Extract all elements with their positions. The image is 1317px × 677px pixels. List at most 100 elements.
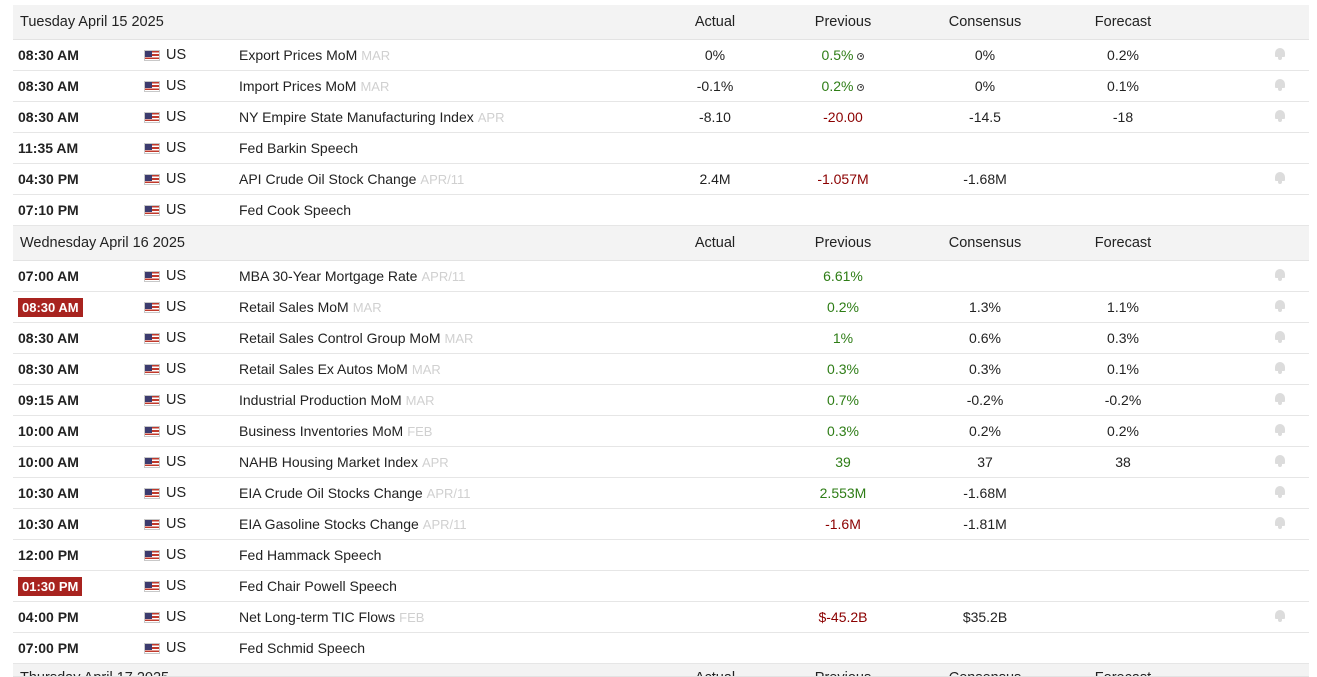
event-name-link[interactable]: Retail Sales Ex Autos MoM xyxy=(239,361,408,377)
event-period: APR/11 xyxy=(421,269,466,284)
col-header-actual[interactable]: Actual xyxy=(694,235,736,251)
event-row[interactable]: 01:30 PM US Fed Chair Powell Speech xyxy=(13,571,1309,602)
col-header-actual[interactable]: Actual xyxy=(694,14,736,30)
revised-icon[interactable] xyxy=(857,52,865,60)
event-name-link[interactable]: Industrial Production MoM xyxy=(239,392,402,408)
event-time: 08:30 AM xyxy=(18,330,79,346)
event-row[interactable]: 04:00 PM US Net Long-term TIC Flows FEB $-45… xyxy=(13,602,1309,633)
col-header-forecast[interactable]: Forecast xyxy=(1094,14,1152,30)
event-name-link[interactable]: NY Empire State Manufacturing Index xyxy=(239,109,474,125)
bell-icon[interactable] xyxy=(1274,109,1286,122)
event-time-cell: 08:30 AM xyxy=(13,298,141,317)
bell-icon[interactable] xyxy=(1274,454,1286,467)
day-group: Wednesday April 16 2025 Actual Previous Con… xyxy=(13,226,1309,664)
country-code: US xyxy=(166,268,187,284)
col-header-consensus[interactable]: Consensus xyxy=(948,235,1022,251)
previous-value: -1.057M xyxy=(817,171,869,187)
previous-cell: -1.057M xyxy=(779,171,907,187)
bell-icon[interactable] xyxy=(1274,330,1286,343)
event-period: MAR xyxy=(405,393,435,408)
bell-icon[interactable] xyxy=(1274,299,1286,312)
event-name-link[interactable]: Net Long-term TIC Flows xyxy=(239,609,396,625)
event-name-link[interactable]: Fed Chair Powell Speech xyxy=(239,578,397,594)
us-flag-icon xyxy=(144,332,160,344)
col-header-previous[interactable]: Previous xyxy=(814,14,872,30)
event-row[interactable]: 12:00 PM US Fed Hammack Speech xyxy=(13,540,1309,571)
event-name-link[interactable]: EIA Crude Oil Stocks Change xyxy=(239,485,423,501)
event-row[interactable]: 08:30 AM US Import Prices MoM MAR -0.1% 0.2% 0… xyxy=(13,71,1309,102)
col-header-forecast[interactable]: Forecast xyxy=(1063,670,1183,676)
us-flag-icon xyxy=(144,580,160,592)
event-period: APR xyxy=(421,455,449,470)
country-cell: US xyxy=(141,609,239,625)
previous-value: 39 xyxy=(835,454,851,470)
event-name-link[interactable]: Business Inventories MoM xyxy=(239,423,404,439)
col-header-consensus[interactable]: Consensus xyxy=(907,670,1063,676)
event-name-link[interactable]: EIA Gasoline Stocks Change xyxy=(239,516,419,532)
col-header-consensus[interactable]: Consensus xyxy=(948,14,1022,30)
us-flag-icon xyxy=(144,549,160,561)
country-cell: US xyxy=(141,202,239,218)
event-row[interactable]: 07:10 PM US Fed Cook Speech xyxy=(13,195,1309,226)
event-name-cell: Fed Cook Speech xyxy=(239,202,651,218)
event-row[interactable]: 04:30 PM US API Crude Oil Stock Change APR/… xyxy=(13,164,1309,195)
country-code: US xyxy=(166,547,187,563)
event-row[interactable]: 10:00 AM US Business Inventories MoM FEB 0.3… xyxy=(13,416,1309,447)
col-header-previous[interactable]: Previous xyxy=(779,670,907,676)
event-row[interactable]: 10:30 AM US EIA Crude Oil Stocks Change APR… xyxy=(13,478,1309,509)
bell-icon[interactable] xyxy=(1274,485,1286,498)
event-row[interactable]: 11:35 AM US Fed Barkin Speech xyxy=(13,133,1309,164)
col-header-actual[interactable]: Actual xyxy=(651,670,779,676)
country-cell: US xyxy=(141,140,239,156)
event-name-link[interactable]: Fed Hammack Speech xyxy=(239,547,382,563)
bell-icon[interactable] xyxy=(1274,78,1286,91)
previous-value: 0.2% xyxy=(821,78,854,94)
bell-icon[interactable] xyxy=(1274,423,1286,436)
event-row[interactable]: 08:30 AM US Retail Sales Control Group MoM… xyxy=(13,323,1309,354)
bell-icon[interactable] xyxy=(1274,609,1286,622)
event-row[interactable]: 10:00 AM US NAHB Housing Market Index APR 39… xyxy=(13,447,1309,478)
event-name-link[interactable]: API Crude Oil Stock Change xyxy=(239,171,417,187)
event-time-cell: 08:30 AM xyxy=(13,47,141,63)
event-row[interactable]: 10:30 AM US EIA Gasoline Stocks Change APR/… xyxy=(13,509,1309,540)
bell-icon[interactable] xyxy=(1274,516,1286,529)
event-row[interactable]: 08:30 AM US NY Empire State Manufacturing … xyxy=(13,102,1309,133)
event-name-link[interactable]: Fed Cook Speech xyxy=(239,202,352,218)
event-name-link[interactable]: Retail Sales MoM xyxy=(239,299,349,315)
day-header: Wednesday April 16 2025 Actual Previous Con… xyxy=(13,226,1309,261)
previous-value: 0.3% xyxy=(827,423,859,439)
bell-icon[interactable] xyxy=(1274,47,1286,60)
country-cell: US xyxy=(141,47,239,63)
event-row[interactable]: 08:30 AM US Retail Sales MoM MAR 0.2% 1.3% 1.1… xyxy=(13,292,1309,323)
revised-icon[interactable] xyxy=(857,83,865,91)
event-name-link[interactable]: MBA 30-Year Mortgage Rate xyxy=(239,268,418,284)
country-code: US xyxy=(166,392,187,408)
event-name-link[interactable]: Fed Schmid Speech xyxy=(239,640,366,656)
bell-icon[interactable] xyxy=(1274,392,1286,405)
event-name-link[interactable]: Fed Barkin Speech xyxy=(239,140,359,156)
event-name-link[interactable]: Retail Sales Control Group MoM xyxy=(239,330,441,346)
bell-icon[interactable] xyxy=(1274,268,1286,281)
country-code: US xyxy=(166,609,187,625)
bell-icon[interactable] xyxy=(1274,361,1286,374)
event-row[interactable]: 08:30 AM US Export Prices MoM MAR 0% 0.5% 0% 0.… xyxy=(13,40,1309,71)
event-name-link[interactable]: Import Prices MoM xyxy=(239,78,357,94)
col-header-forecast[interactable]: Forecast xyxy=(1094,235,1152,251)
event-row[interactable]: 09:15 AM US Industrial Production MoM MAR 0.… xyxy=(13,385,1309,416)
previous-cell: 0.7% xyxy=(779,392,907,408)
event-row[interactable]: 08:30 AM US Retail Sales Ex Autos MoM MAR 0.… xyxy=(13,354,1309,385)
forecast-value: 1.1% xyxy=(1107,299,1139,315)
bell-icon[interactable] xyxy=(1274,171,1286,184)
economic-calendar-table: Tuesday April 15 2025 Actual Previous Conse… xyxy=(13,5,1309,677)
alert-cell xyxy=(1183,268,1309,284)
event-name-cell: EIA Crude Oil Stocks Change APR/11 xyxy=(239,485,651,501)
event-row[interactable]: 07:00 PM US Fed Schmid Speech xyxy=(13,633,1309,664)
col-header-previous[interactable]: Previous xyxy=(814,235,872,251)
event-name-cell: Fed Barkin Speech xyxy=(239,140,651,156)
event-row[interactable]: 07:00 AM US MBA 30-Year Mortgage Rate APR/1… xyxy=(13,261,1309,292)
day-date: Wednesday April 16 2025 xyxy=(20,235,185,251)
event-name-link[interactable]: NAHB Housing Market Index xyxy=(239,454,418,470)
alert-cell xyxy=(1183,109,1309,125)
previous-cell: 0.3% xyxy=(779,423,907,439)
event-name-link[interactable]: Export Prices MoM xyxy=(239,47,358,63)
